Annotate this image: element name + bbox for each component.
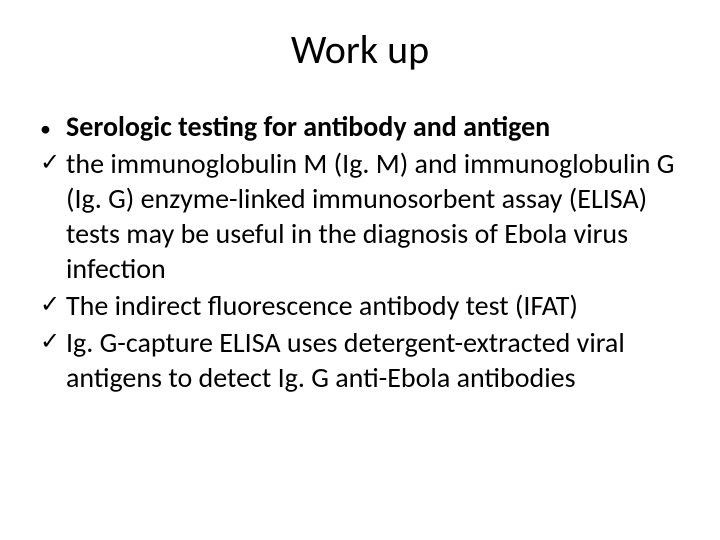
heading-bullet: • Serologic testing for antibody and ant… <box>40 109 680 144</box>
heading-text: Serologic testing for antibody and antig… <box>66 109 680 144</box>
list-item: ✓ the immunoglobulin M (Ig. M) and immun… <box>40 146 680 286</box>
list-item: ✓ Ig. G-capture ELISA uses detergent-ext… <box>40 325 680 395</box>
check-icon: ✓ <box>40 288 66 320</box>
slide-container: Work up • Serologic testing for antibody… <box>0 0 720 540</box>
slide-content: • Serologic testing for antibody and ant… <box>30 109 690 395</box>
check-icon: ✓ <box>40 146 66 178</box>
item-text-0: the immunoglobulin M (Ig. M) and immunog… <box>66 146 680 286</box>
item-text-1: The indirect fluorescence antibody test … <box>66 288 680 323</box>
list-item: ✓ The indirect fluorescence antibody tes… <box>40 288 680 323</box>
bullet-icon: • <box>40 109 66 143</box>
item-text-2: Ig. G-capture ELISA uses detergent-extra… <box>66 325 680 395</box>
check-icon: ✓ <box>40 325 66 357</box>
slide-title: Work up <box>30 25 690 74</box>
